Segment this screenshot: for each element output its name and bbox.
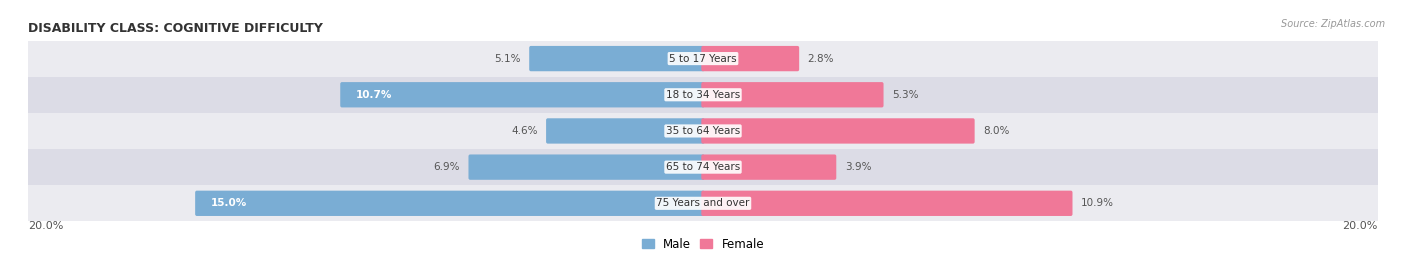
FancyBboxPatch shape: [195, 191, 704, 216]
Text: 65 to 74 Years: 65 to 74 Years: [666, 162, 740, 172]
Bar: [28, 40, 1378, 77]
Bar: [28, 149, 1378, 185]
FancyBboxPatch shape: [702, 118, 974, 144]
FancyBboxPatch shape: [702, 191, 1073, 216]
Text: 10.9%: 10.9%: [1081, 198, 1114, 208]
Legend: Male, Female: Male, Female: [637, 233, 769, 255]
FancyBboxPatch shape: [702, 154, 837, 180]
Text: 20.0%: 20.0%: [28, 221, 63, 231]
FancyBboxPatch shape: [702, 82, 883, 107]
Text: 18 to 34 Years: 18 to 34 Years: [666, 90, 740, 100]
Bar: [28, 77, 1378, 113]
FancyBboxPatch shape: [468, 154, 704, 180]
FancyBboxPatch shape: [702, 46, 799, 71]
Text: 8.0%: 8.0%: [983, 126, 1010, 136]
Text: 3.9%: 3.9%: [845, 162, 872, 172]
FancyBboxPatch shape: [546, 118, 704, 144]
Text: 6.9%: 6.9%: [433, 162, 460, 172]
Text: 5 to 17 Years: 5 to 17 Years: [669, 53, 737, 64]
FancyBboxPatch shape: [340, 82, 704, 107]
Text: 75 Years and over: 75 Years and over: [657, 198, 749, 208]
FancyBboxPatch shape: [529, 46, 704, 71]
Text: DISABILITY CLASS: COGNITIVE DIFFICULTY: DISABILITY CLASS: COGNITIVE DIFFICULTY: [28, 22, 323, 35]
Text: 4.6%: 4.6%: [512, 126, 537, 136]
Bar: [28, 185, 1378, 221]
Text: 35 to 64 Years: 35 to 64 Years: [666, 126, 740, 136]
Text: 10.7%: 10.7%: [356, 90, 392, 100]
Text: 15.0%: 15.0%: [211, 198, 246, 208]
Text: 20.0%: 20.0%: [1343, 221, 1378, 231]
Text: 2.8%: 2.8%: [807, 53, 834, 64]
Text: 5.1%: 5.1%: [495, 53, 520, 64]
Bar: [28, 113, 1378, 149]
Text: Source: ZipAtlas.com: Source: ZipAtlas.com: [1281, 19, 1385, 29]
Text: 5.3%: 5.3%: [891, 90, 918, 100]
